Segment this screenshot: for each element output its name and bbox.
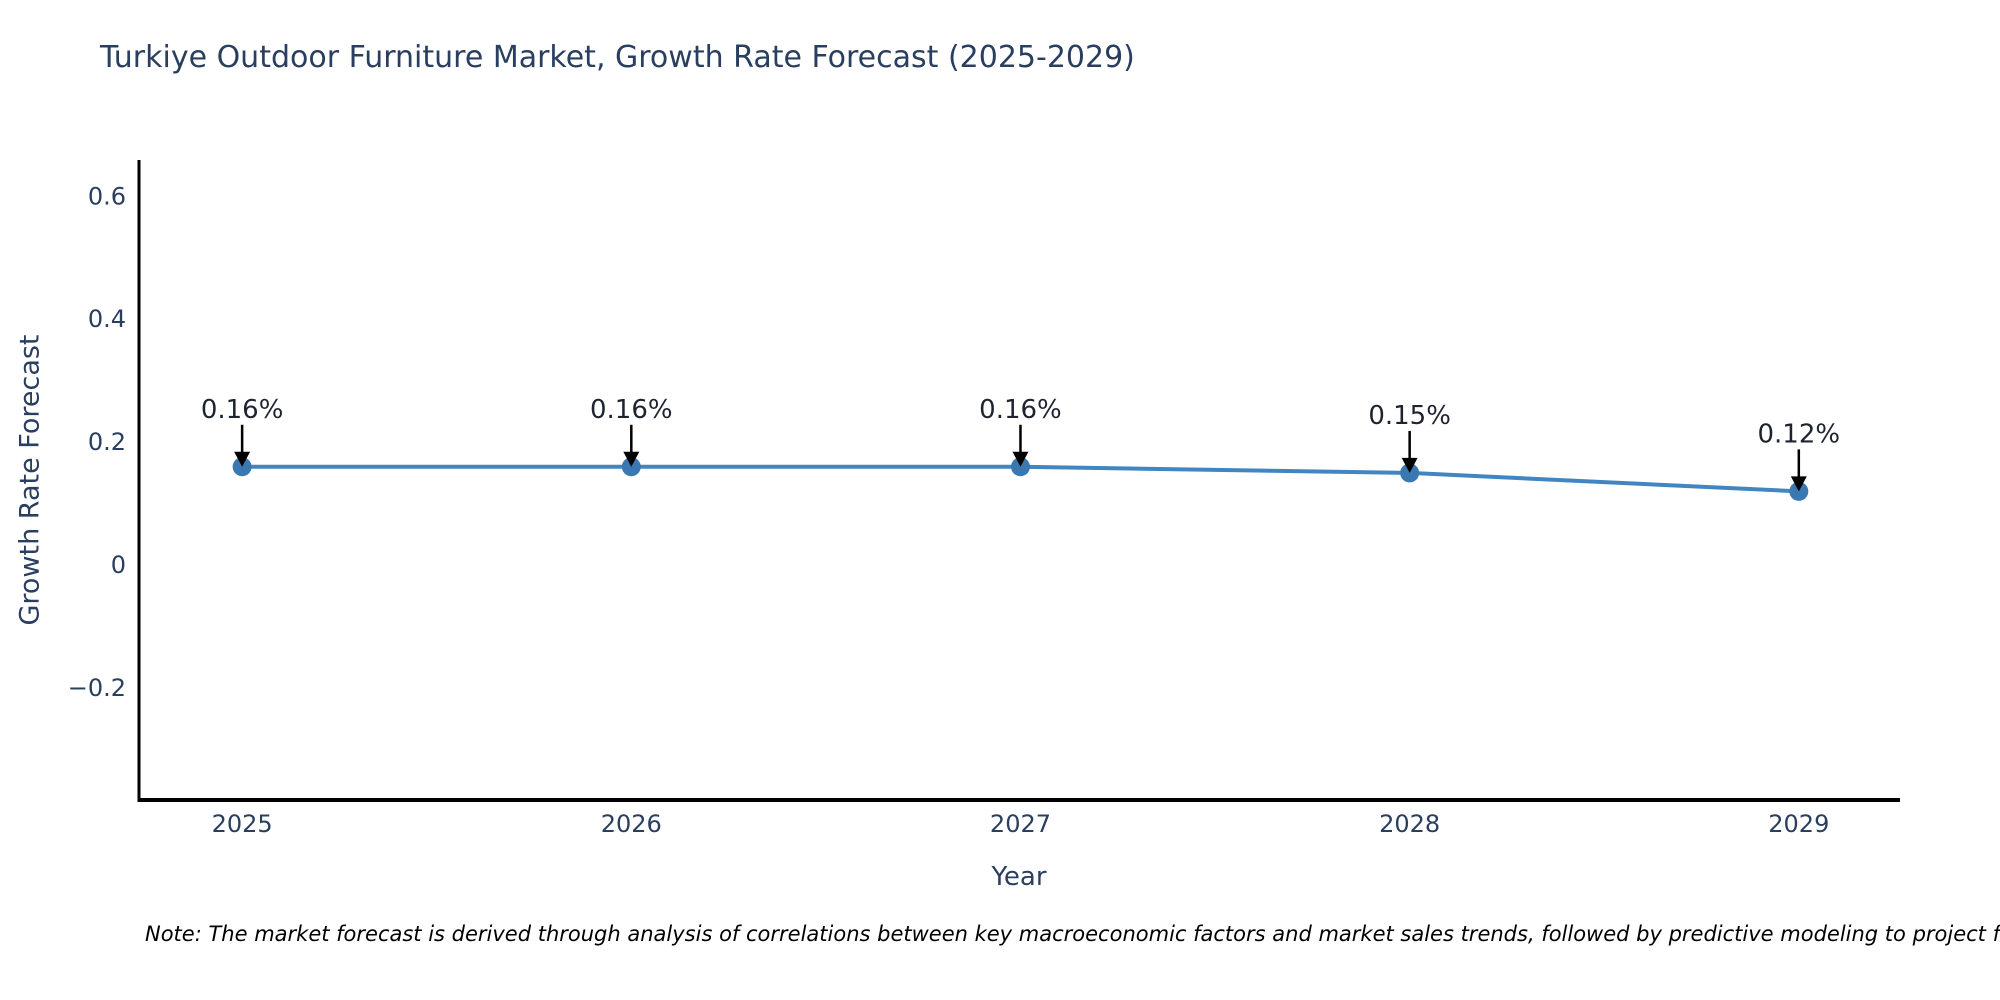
data-point-label: 0.16%	[590, 395, 673, 425]
y-tick-label: 0.4	[88, 305, 126, 333]
footnote: Note: The market forecast is derived thr…	[145, 922, 2000, 946]
chart-title: Turkiye Outdoor Furniture Market, Growth…	[100, 40, 1135, 75]
data-point-label: 0.16%	[979, 395, 1062, 425]
annotation-arrowhead-icon	[623, 451, 640, 467]
data-point-label: 0.15%	[1368, 401, 1451, 431]
x-axis-title: Year	[991, 862, 1047, 892]
y-tick-label: 0	[111, 551, 126, 579]
annotation-arrowhead-icon	[1401, 457, 1418, 473]
y-tick-label: 0.6	[88, 182, 126, 210]
y-tick-label: −0.2	[68, 674, 126, 702]
data-point-label: 0.12%	[1758, 419, 1841, 449]
x-tick-label: 2027	[990, 810, 1051, 838]
annotation-arrowhead-icon	[234, 451, 251, 467]
data-point-label: 0.16%	[201, 395, 284, 425]
y-axis-title: Growth Rate Forecast	[14, 334, 46, 626]
x-tick-label: 2025	[212, 810, 273, 838]
annotation-arrowhead-icon	[1790, 476, 1807, 492]
x-tick-label: 2029	[1768, 810, 1829, 838]
x-tick-label: 2026	[601, 810, 662, 838]
annotation-arrowhead-icon	[1012, 451, 1029, 467]
y-tick-label: 0.2	[88, 428, 126, 456]
x-tick-label: 2028	[1379, 810, 1440, 838]
